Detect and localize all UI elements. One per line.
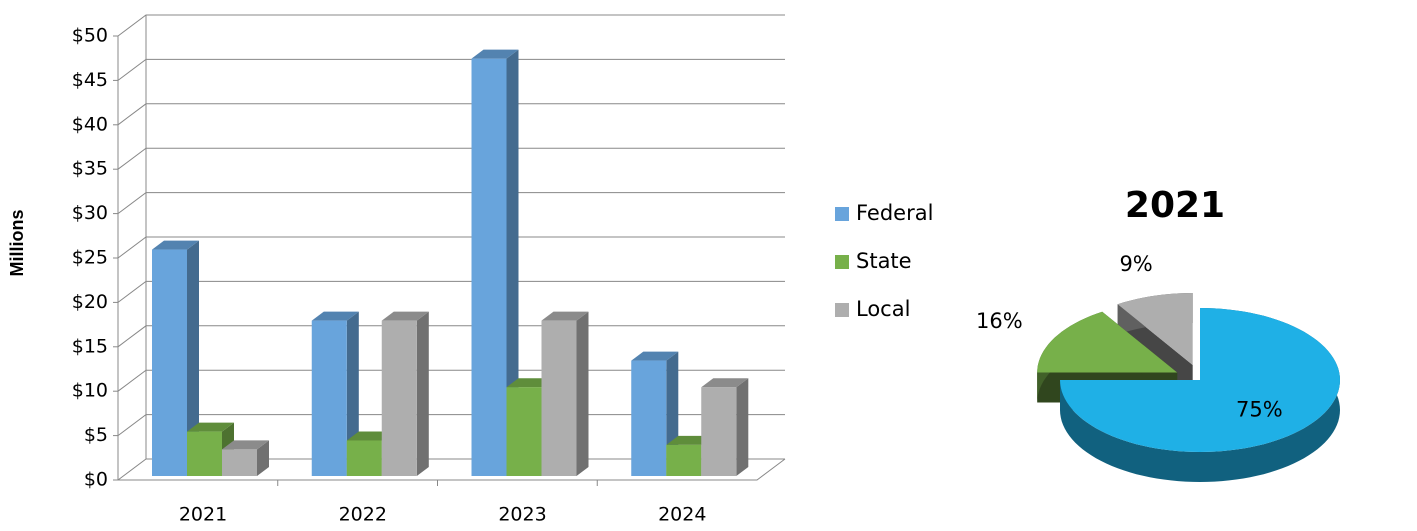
grid-line (117, 369, 785, 392)
legend-label: Local (856, 297, 910, 321)
bar-side (576, 311, 589, 476)
legend-label: State (856, 249, 912, 273)
bar (666, 444, 702, 476)
bar (346, 440, 382, 476)
x-tick-label: 2023 (498, 504, 546, 526)
y-tick-label: $0 (84, 469, 108, 491)
floor (118, 458, 786, 481)
y-tick-label: $15 (72, 335, 108, 357)
grid-line (117, 236, 785, 259)
bar-side (187, 240, 199, 476)
x-tick-label: 2021 (179, 504, 227, 526)
grid-line (117, 103, 785, 126)
legend-swatch (835, 255, 849, 269)
pie-slice (1060, 308, 1340, 452)
bar-top (222, 440, 269, 450)
y-tick-label: $40 (72, 113, 108, 135)
bar-top (152, 240, 199, 250)
bar-top (187, 422, 234, 432)
bar (471, 58, 507, 476)
bar-top (541, 311, 589, 321)
bar-top (381, 311, 429, 321)
bar-top (701, 378, 749, 388)
bar (506, 387, 542, 476)
pie-value-label: 16% (976, 309, 1023, 333)
x-tick-label: 2022 (339, 504, 387, 526)
bar (152, 249, 187, 476)
y-tick-label: $30 (72, 202, 108, 224)
legend-swatch (835, 303, 849, 317)
bar-side (736, 378, 749, 476)
legend-label: Federal (856, 201, 933, 225)
grid-line (117, 280, 785, 303)
y-tick-label: $50 (72, 25, 108, 47)
bar (631, 360, 667, 476)
bar-top (471, 49, 519, 59)
y-tick-label: $35 (72, 158, 108, 180)
bar (541, 320, 577, 476)
y-tick-label: $20 (72, 291, 108, 313)
bar (701, 387, 737, 476)
grid-line (117, 14, 785, 37)
pie-slice (1037, 311, 1178, 373)
grid-line (117, 192, 785, 215)
bar-top (631, 351, 679, 361)
bar (311, 320, 347, 476)
grid-line (117, 147, 785, 170)
grid-line (117, 325, 785, 348)
bar-side (416, 311, 429, 476)
bar (222, 449, 257, 476)
legend-swatch (835, 207, 849, 221)
x-tick-label: 2024 (658, 504, 706, 526)
y-tick-label: $45 (72, 69, 108, 91)
pie-value-label: 75% (1236, 398, 1283, 422)
y-tick-label: $5 (84, 424, 108, 446)
pie-value-label: 9% (1119, 252, 1152, 276)
bar-side (506, 49, 519, 476)
y-tick-label: $25 (72, 247, 108, 269)
pie-slice (1117, 293, 1193, 365)
bar (187, 431, 222, 476)
bar-side (257, 440, 269, 476)
y-tick-label: $10 (72, 380, 108, 402)
y-axis-label: Millions (7, 210, 27, 277)
grid-line (117, 58, 785, 81)
bar (381, 320, 417, 476)
bar-top (311, 311, 359, 321)
pie-title: 2021 (1125, 185, 1225, 226)
